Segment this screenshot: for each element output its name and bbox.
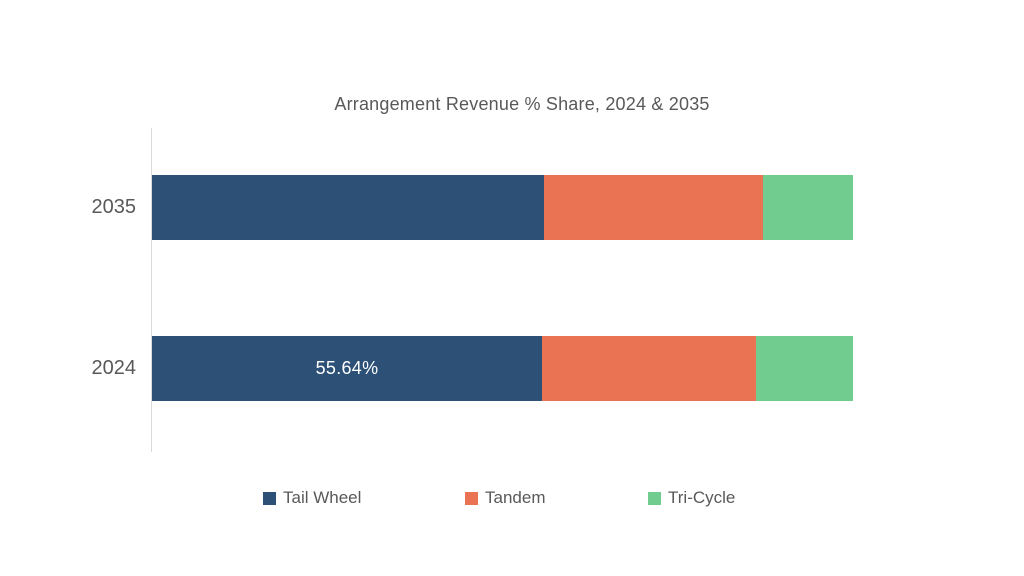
legend-label-tandem: Tandem bbox=[485, 488, 546, 507]
bar-segment-tri-cycle-2024 bbox=[755, 336, 853, 401]
bar-segment-tandem-2035 bbox=[543, 175, 763, 240]
category-label-2024: 2024 bbox=[91, 357, 137, 379]
stacked-bar-2035 bbox=[152, 175, 853, 240]
legend-item-tri-cycle: Tri-Cycle bbox=[648, 486, 735, 510]
stacked-bar-2024: 55.64% bbox=[152, 336, 853, 401]
category-label-2035: 2035 bbox=[91, 196, 137, 218]
bar-segment-tri-cycle-2035 bbox=[762, 175, 853, 240]
chart-title: Arrangement Revenue % Share, 2024 & 2035 bbox=[334, 94, 710, 114]
y-axis-line bbox=[151, 128, 152, 452]
legend: Tail Wheel Tandem Tri-Cycle bbox=[0, 486, 1024, 514]
data-label-tail-wheel-2024: 55.64% bbox=[315, 358, 379, 378]
bar-row-2035: 2035 bbox=[0, 175, 1024, 240]
bar-segment-tandem-2024 bbox=[542, 336, 756, 401]
legend-swatch-tri-cycle bbox=[648, 491, 661, 505]
legend-item-tandem: Tandem bbox=[465, 486, 545, 510]
legend-swatch-tail-wheel bbox=[263, 491, 276, 505]
legend-swatch-tandem bbox=[465, 491, 478, 505]
bar-segment-tail-wheel-2035 bbox=[152, 175, 544, 240]
bar-row-2024: 2024 55.64% bbox=[0, 336, 1024, 401]
bar-segment-tail-wheel-2024: 55.64% bbox=[152, 336, 543, 401]
legend-label-tail-wheel: Tail Wheel bbox=[283, 488, 362, 507]
legend-item-tail-wheel: Tail Wheel bbox=[263, 486, 361, 510]
legend-label-tri-cycle: Tri-Cycle bbox=[668, 488, 736, 507]
